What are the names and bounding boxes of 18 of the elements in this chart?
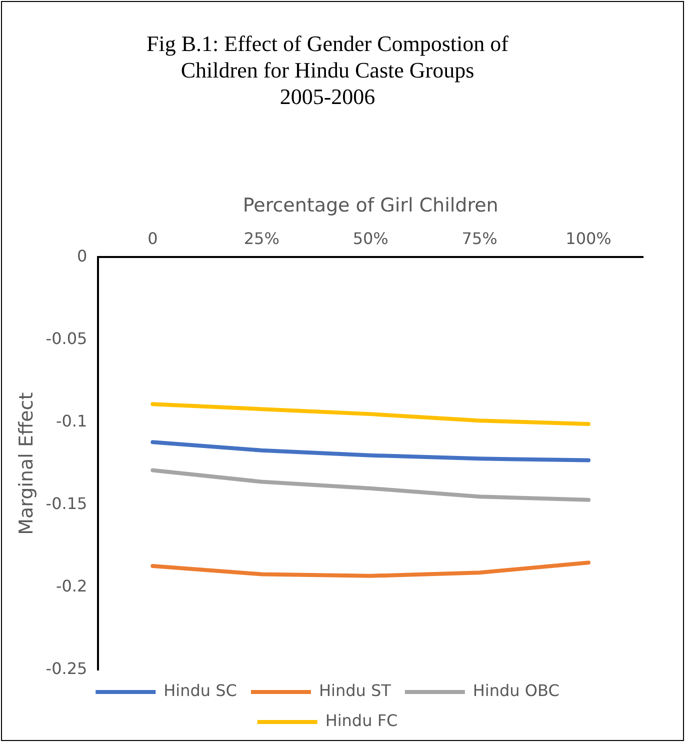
x-tick-label: 100%	[566, 228, 612, 248]
legend-label: Hindu FC	[325, 711, 398, 730]
legend-label: Hindu ST	[318, 681, 392, 700]
y-axis-title: Marginal Effect	[15, 392, 38, 535]
y-tick-label: -0.2	[56, 576, 88, 596]
legend-label: Hindu SC	[164, 681, 237, 700]
y-tick-label: -0.05	[46, 328, 88, 348]
y-tick-label: 0	[77, 246, 88, 266]
x-tick-label: 75%	[462, 228, 498, 248]
x-tick-label: 50%	[352, 228, 388, 248]
x-tick-label: 0	[148, 228, 158, 248]
y-tick-label: -0.25	[46, 659, 88, 678]
x-tick-label: 25%	[244, 228, 280, 248]
chart-title: Fig B.1: Effect of Gender Compostion of Children for Hindu Caste Groups 2005-2006	[146, 30, 510, 109]
legend-label: Hindu OBC	[472, 681, 560, 700]
y-tick-label: -0.1	[56, 411, 88, 430]
y-tick-label: -0.15	[46, 494, 88, 514]
x-axis-title: Percentage of Girl Children	[242, 194, 498, 217]
